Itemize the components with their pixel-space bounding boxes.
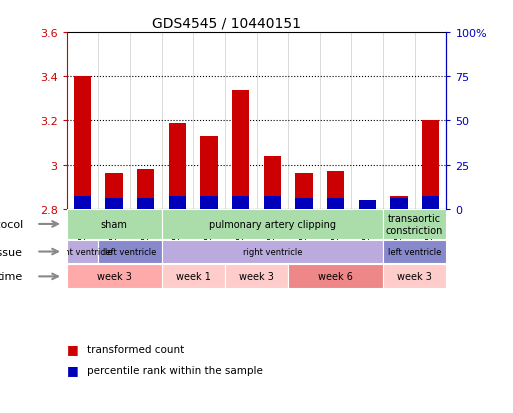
Bar <box>390 198 407 209</box>
Text: transformed count: transformed count <box>87 344 185 354</box>
Text: time: time <box>0 272 23 282</box>
Bar <box>422 196 439 209</box>
Bar <box>162 265 225 289</box>
Bar <box>390 196 407 209</box>
Text: pulmonary artery clipping: pulmonary artery clipping <box>209 219 336 229</box>
Bar <box>67 240 98 264</box>
Bar <box>327 172 344 209</box>
Bar <box>264 196 281 209</box>
Bar <box>201 196 218 209</box>
Bar <box>137 170 154 209</box>
Bar <box>295 174 312 209</box>
Bar <box>98 240 162 264</box>
Bar <box>383 265 446 289</box>
Text: right ventricle: right ventricle <box>243 247 302 256</box>
Bar <box>225 265 288 289</box>
Bar <box>162 210 383 239</box>
Bar <box>106 174 123 209</box>
Bar <box>162 240 383 264</box>
Title: GDS4545 / 10440151: GDS4545 / 10440151 <box>152 17 301 31</box>
Text: sham: sham <box>101 219 128 229</box>
Bar <box>106 198 123 209</box>
Bar <box>288 265 383 289</box>
Bar <box>383 210 446 239</box>
Text: week 1: week 1 <box>176 272 211 282</box>
Bar <box>264 157 281 209</box>
Bar <box>67 210 162 239</box>
Text: week 3: week 3 <box>239 272 274 282</box>
Bar <box>359 205 376 209</box>
Bar <box>383 240 446 264</box>
Text: left ventricle: left ventricle <box>103 247 156 256</box>
Text: transaortic
constriction: transaortic constriction <box>386 214 443 235</box>
Text: ■: ■ <box>67 342 78 356</box>
Bar <box>422 121 439 209</box>
Text: left ventricle: left ventricle <box>388 247 441 256</box>
Bar <box>232 196 249 209</box>
Bar <box>67 265 162 289</box>
Text: right ventricle: right ventricle <box>53 247 112 256</box>
Bar <box>359 200 376 209</box>
Bar <box>327 198 344 209</box>
Text: ■: ■ <box>67 363 78 376</box>
Bar <box>295 198 312 209</box>
Bar <box>201 137 218 209</box>
Text: week 6: week 6 <box>318 272 353 282</box>
Text: week 3: week 3 <box>397 272 432 282</box>
Text: protocol: protocol <box>0 219 23 229</box>
Bar <box>169 196 186 209</box>
Bar <box>74 77 91 209</box>
Bar <box>232 90 249 209</box>
Bar <box>74 196 91 209</box>
Bar <box>137 198 154 209</box>
Text: week 3: week 3 <box>97 272 131 282</box>
Text: percentile rank within the sample: percentile rank within the sample <box>87 365 263 375</box>
Text: tissue: tissue <box>0 247 23 257</box>
Bar <box>169 123 186 209</box>
